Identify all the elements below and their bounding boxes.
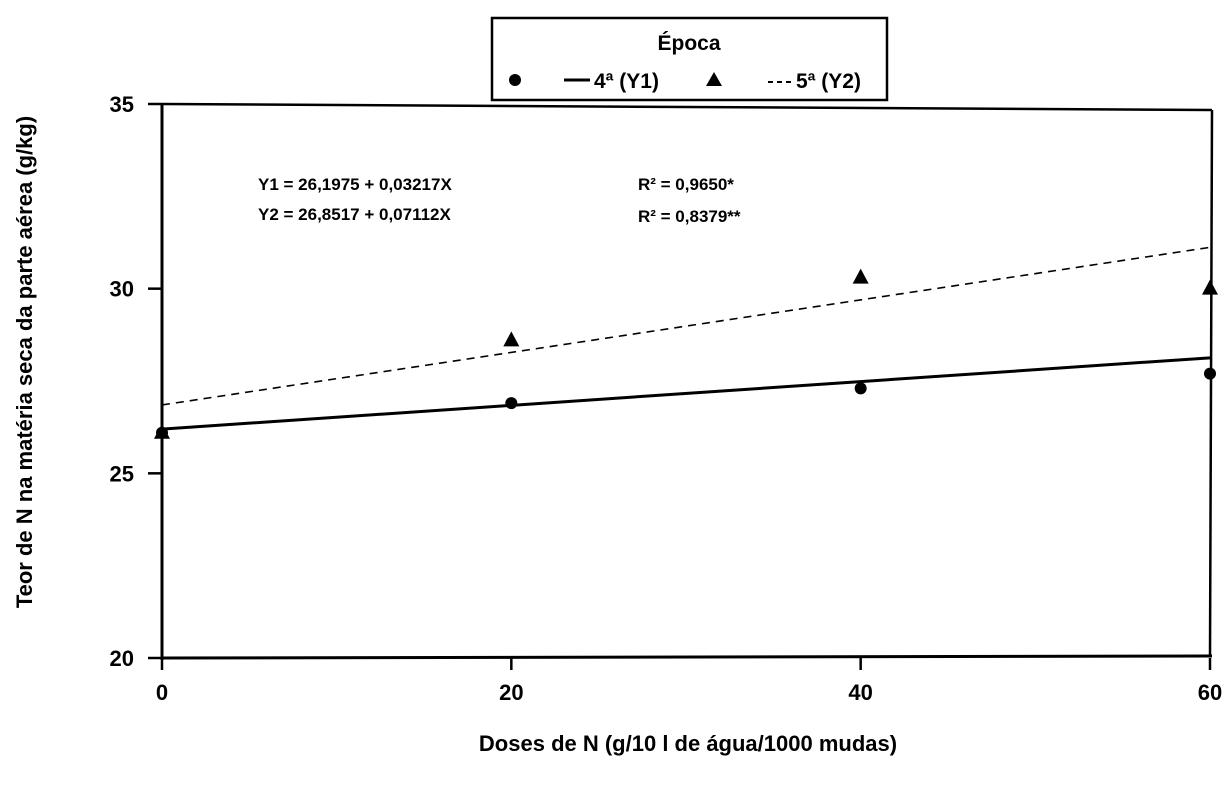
y-tick-label: 25: [110, 461, 134, 486]
legend-entry-y2: 5ª (Y2): [796, 70, 861, 93]
y-axis-title: Teor de N na matéria seca da parte aérea…: [12, 116, 37, 608]
x-axis-title: Doses de N (g/10 l de água/1000 mudas): [479, 731, 897, 756]
point-series-1: [505, 397, 518, 410]
legend: Época 4ª (Y1) 5ª (Y2): [490, 16, 889, 102]
legend-circle-marker: [509, 74, 521, 86]
fit-line-1: [161, 356, 1211, 431]
legend-triangle-marker: [706, 72, 722, 86]
point-series-1: [1204, 367, 1216, 380]
y-tick-label: 20: [110, 646, 134, 671]
y-ticks: 20 25 30 35: [110, 92, 162, 671]
point-series-2: [503, 331, 520, 347]
point-series-2: [1202, 279, 1218, 295]
r2-y1: R² = 0,9650*: [638, 175, 734, 194]
plot-frame-right: [1208, 109, 1214, 657]
equation-y1: Y1 = 26,1975 + 0,03217X: [258, 175, 452, 194]
x-ticks: 0 20 40 60: [156, 658, 1222, 705]
x-tick-label: 20: [499, 680, 523, 705]
point-series-2: [852, 268, 869, 284]
x-axis: [161, 654, 1213, 660]
legend-title: Época: [657, 32, 720, 55]
legend-box: [490, 16, 889, 102]
equation-y2: Y2 = 26,8517 + 0,07112X: [258, 205, 452, 224]
x-tick-label: 60: [1198, 680, 1222, 705]
y-tick-label: 30: [110, 277, 134, 302]
plot-frame-top: [161, 102, 1213, 112]
y-tick-label: 35: [110, 92, 134, 117]
x-tick-label: 40: [848, 680, 872, 705]
point-series-1: [854, 382, 867, 395]
point-series-2: [154, 423, 170, 439]
data-points: [154, 268, 1218, 439]
x-tick-label: 0: [156, 680, 168, 705]
r2-y2: R² = 0,8379**: [638, 207, 741, 226]
fit-line-2: [161, 246, 1211, 406]
legend-entry-y1: 4ª (Y1): [594, 70, 659, 93]
fit-lines: [161, 246, 1211, 431]
